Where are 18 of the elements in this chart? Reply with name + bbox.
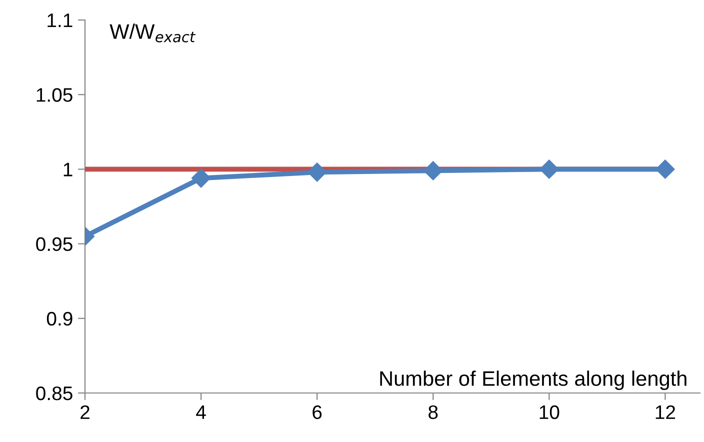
y-tick-label: 0.85 [36, 386, 72, 400]
x-axis-title: Number of Elements along length [380, 370, 686, 390]
x-tick-label: 10 [540, 405, 560, 420]
y-tick-label: 1 [64, 162, 72, 176]
x-tick-label: 12 [656, 405, 676, 419]
point [424, 161, 443, 180]
y-tick-label: 1.05 [36, 88, 72, 102]
y-axis-title: W/W$_{exact}$ [110, 24, 196, 42]
x-tick-label: 2 [80, 405, 90, 419]
x-tick-label: 8 [428, 405, 438, 420]
x-tick-label: 4 [196, 406, 206, 419]
point [192, 168, 211, 188]
y-tick-label: 1.1 [48, 14, 72, 28]
y-tick-label: 0.95 [36, 237, 72, 252]
point [656, 160, 675, 179]
point [540, 160, 559, 179]
y-tick-label: 0.9 [46, 312, 72, 326]
x-tick-label: 6 [312, 405, 322, 420]
